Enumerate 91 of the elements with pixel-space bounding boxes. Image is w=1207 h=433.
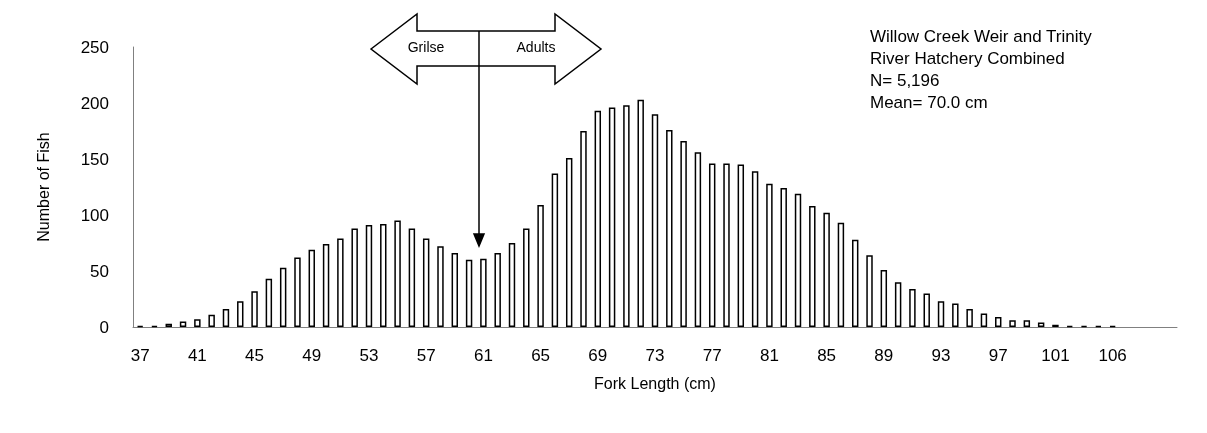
x-tick-label: 93: [931, 346, 951, 365]
bar: [380, 223, 387, 327]
x-tick-label: 101: [1041, 346, 1070, 365]
x-tick-label: 81: [759, 346, 779, 365]
bar: [723, 163, 730, 327]
annotation: N= 5,196: [870, 70, 941, 92]
bar: [766, 183, 773, 327]
x-tick-label: 49: [302, 346, 322, 365]
x-axis-title: Fork Length (cm): [594, 374, 716, 392]
bar: [666, 129, 673, 327]
y-axis-title: Number of Fish: [34, 132, 52, 242]
bar: [1023, 320, 1031, 327]
bar: [680, 141, 687, 327]
bar: [537, 204, 544, 327]
bar: [580, 131, 587, 327]
bar: [308, 249, 315, 327]
bar: [365, 225, 373, 327]
x-tick-label: 41: [187, 346, 207, 365]
bar: [322, 244, 330, 327]
x-tick-label: 57: [416, 346, 436, 365]
x-tick-label: 69: [588, 346, 608, 365]
bar: [809, 206, 816, 327]
bar: [451, 253, 458, 327]
bar: [551, 173, 559, 327]
bar: [780, 188, 787, 327]
bar: [337, 238, 344, 327]
bar: [823, 212, 830, 327]
bar: [608, 107, 616, 327]
bar: [637, 99, 644, 327]
y-tick-label: 150: [80, 149, 109, 169]
bar: [623, 105, 630, 327]
bar: [194, 319, 201, 327]
annotation: Willow Creek Weir and Trinity River Hatchery Combined: [870, 26, 1093, 70]
y-tick-label: 100: [80, 205, 109, 225]
y-tick-label: 200: [80, 93, 109, 113]
bar: [265, 278, 273, 327]
bar: [923, 293, 930, 327]
bar: [937, 301, 945, 327]
bar: [422, 238, 430, 327]
annotation: Adults: [515, 39, 557, 55]
bar: [179, 321, 187, 327]
x-tick-label: 89: [874, 346, 894, 365]
x-tick-label: 85: [817, 346, 837, 365]
bar: [980, 313, 988, 327]
bar: [208, 314, 215, 327]
x-tick-label: 61: [473, 346, 493, 365]
x-tick-label: 37: [130, 346, 150, 365]
x-tick-label: 106: [1098, 346, 1127, 365]
bar: [408, 228, 416, 327]
bar: [222, 309, 230, 327]
y-tick-label: 250: [80, 37, 109, 57]
bar: [1009, 320, 1016, 327]
bar: [995, 316, 1002, 327]
bar: [708, 163, 716, 327]
bar: [737, 164, 745, 327]
bar: [465, 259, 473, 327]
y-tick-label: 0: [99, 317, 109, 337]
annotation: Grilse: [406, 39, 446, 55]
x-tick-label: 53: [359, 346, 379, 365]
bar: [880, 269, 888, 327]
bar: [751, 171, 759, 327]
bar: [437, 246, 444, 327]
bar: [565, 157, 573, 327]
x-tick-label: 45: [245, 346, 265, 365]
bar: [651, 114, 659, 327]
x-tick-label: 97: [988, 346, 1008, 365]
x-tick-label: 77: [702, 346, 722, 365]
bar: [952, 303, 959, 327]
bar: [508, 243, 516, 327]
bar: [294, 257, 301, 327]
bar: [794, 193, 802, 327]
bar: [251, 291, 258, 327]
bar: [394, 220, 401, 327]
y-tick-label: 50: [90, 261, 109, 281]
bar: [966, 309, 973, 327]
bar: [494, 253, 501, 327]
bar: [866, 255, 873, 327]
bar: [279, 267, 287, 327]
x-tick-label: 65: [531, 346, 551, 365]
bar: [237, 301, 244, 327]
bar: [894, 282, 902, 327]
bar: [594, 110, 602, 327]
bar: [351, 228, 358, 327]
bar: [523, 228, 530, 327]
bar: [909, 288, 916, 327]
bar: [837, 222, 845, 327]
bar: [480, 258, 487, 327]
bar: [852, 239, 859, 327]
x-tick-label: 73: [645, 346, 665, 365]
bar: [694, 152, 702, 327]
annotation: Mean= 70.0 cm: [870, 92, 989, 114]
